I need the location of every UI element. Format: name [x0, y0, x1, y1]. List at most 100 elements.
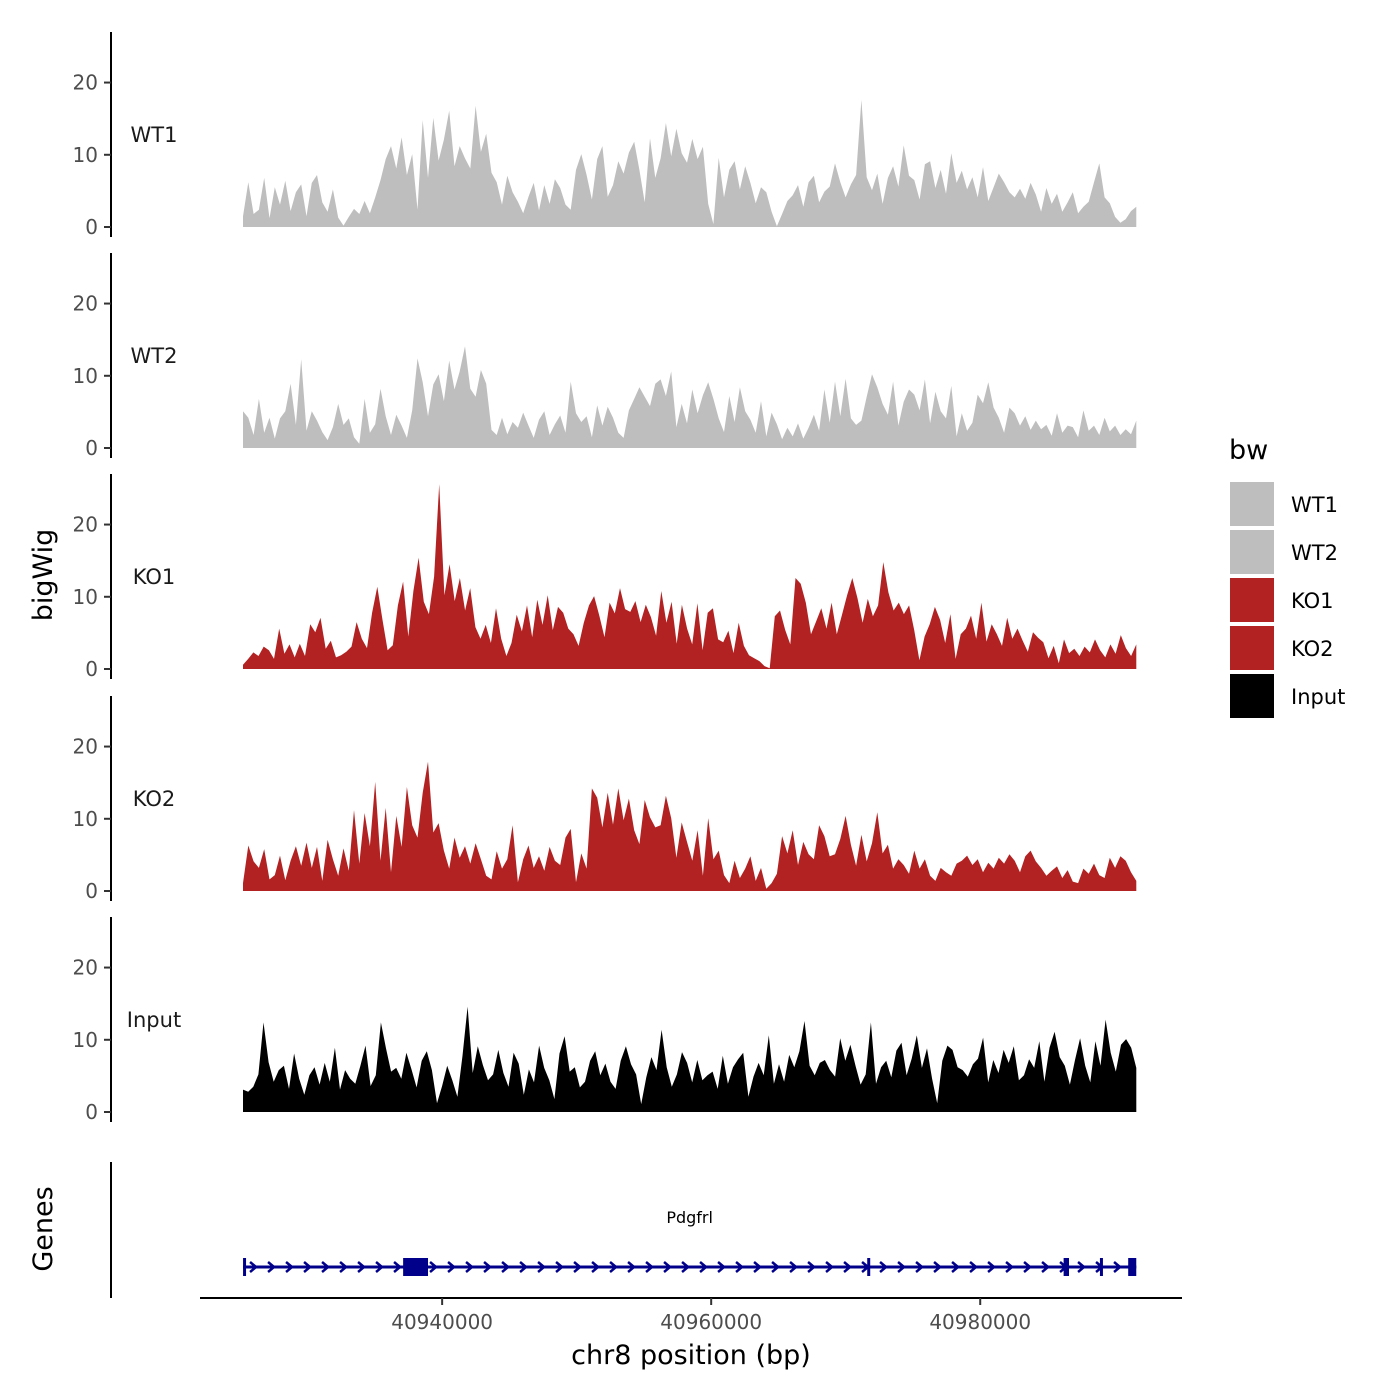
- legend-label-wt1: WT1: [1291, 493, 1338, 517]
- x-axis: 40940000 40960000 40980000 chr8 position (…: [200, 1297, 1182, 1371]
- strand-arrow: [951, 1261, 960, 1273]
- signal-area-input: [243, 1006, 1137, 1112]
- strand-arrow: [555, 1261, 564, 1273]
- strand-arrow: [429, 1261, 438, 1273]
- legend-keys: WT1 WT2 KO1 KO2 Input: [1228, 480, 1345, 720]
- strand-arrow: [375, 1261, 384, 1273]
- gene-name-label: Pdgfrl: [666, 1208, 713, 1227]
- signal-area-ko2: [243, 761, 1137, 891]
- strand-arrow: [267, 1261, 276, 1273]
- x-axis-ticks: 40940000 40960000 40980000: [391, 1298, 1031, 1334]
- gene-exon: [1128, 1258, 1137, 1276]
- legend-swatch-ko1: [1228, 576, 1276, 624]
- strand-arrow: [717, 1261, 726, 1273]
- strand-arrow: [735, 1261, 744, 1273]
- strand-arrow: [933, 1261, 942, 1273]
- strand-arrow: [303, 1261, 312, 1273]
- strand-arrow: [537, 1261, 546, 1273]
- strand-arrow: [519, 1261, 528, 1273]
- strand-arrow: [645, 1261, 654, 1273]
- gene-exon: [403, 1258, 429, 1276]
- strand-arrow: [591, 1261, 600, 1273]
- strand-arrow: [699, 1261, 708, 1273]
- gene-exon: [867, 1258, 871, 1276]
- y-tick-label: 20: [73, 292, 98, 316]
- strand-arrow: [1005, 1261, 1015, 1273]
- strand-arrow: [807, 1261, 816, 1273]
- x-axis-title: chr8 position (bp): [571, 1340, 811, 1371]
- legend-label-input: Input: [1291, 685, 1345, 709]
- strand-arrow: [753, 1261, 762, 1273]
- y-tick-label: 0: [85, 436, 98, 460]
- gene-exon: [1063, 1258, 1070, 1276]
- track-label-ko2: KO2: [133, 787, 176, 811]
- gene-exon: [243, 1258, 247, 1276]
- strand-arrow: [663, 1261, 672, 1273]
- strand-arrow: [501, 1261, 510, 1273]
- strand-arrow: [447, 1261, 456, 1273]
- strand-arrow: [573, 1261, 582, 1273]
- signal-area-wt1: [243, 99, 1137, 227]
- y-tick-label: 0: [85, 879, 98, 903]
- strand-arrow: [339, 1261, 348, 1273]
- strand-arrow: [465, 1261, 474, 1273]
- legend-label-ko2: KO2: [1291, 637, 1334, 661]
- y-tick-label: 0: [85, 657, 98, 681]
- strand-arrow: [843, 1261, 852, 1273]
- legend-label-wt2: WT2: [1291, 541, 1338, 565]
- y-tick-label: 10: [73, 585, 98, 609]
- gene-track: Genes Pdgfrl: [28, 1162, 1137, 1298]
- strand-arrow: [483, 1261, 492, 1273]
- strand-arrow: [987, 1261, 996, 1273]
- strand-arrow: [285, 1261, 294, 1273]
- legend-swatch-wt1: [1228, 480, 1276, 528]
- strand-arrow: [681, 1261, 690, 1273]
- signal-panels: 0 10 20 WT1 0 10 20 WT2 0 10 20 KO1 0 10 20 KO2 0 10 20 Inp…: [73, 32, 1137, 1124]
- strand-arrow: [879, 1261, 888, 1273]
- legend-swatch-input: [1228, 672, 1276, 720]
- y-tick-label: 10: [73, 143, 98, 167]
- strand-arrow: [1113, 1261, 1123, 1273]
- panel-input: 0 10 20 Input: [73, 917, 1137, 1124]
- gene-exon: [1099, 1258, 1103, 1276]
- legend-swatch-wt2: [1228, 528, 1276, 576]
- gene-model: [243, 1258, 1137, 1276]
- x-tick-label: 40940000: [391, 1310, 493, 1334]
- track-label-wt1: WT1: [131, 123, 178, 147]
- y-tick-label: 10: [73, 807, 98, 831]
- x-tick-label: 40960000: [660, 1310, 762, 1334]
- y-tick-label: 20: [73, 735, 98, 759]
- y-tick-label: 0: [85, 1100, 98, 1124]
- panel-wt2: 0 10 20 WT2: [73, 253, 1137, 460]
- panel-wt1: 0 10 20 WT1: [73, 32, 1137, 239]
- y-tick-label: 20: [73, 956, 98, 980]
- strand-arrow: [789, 1261, 798, 1273]
- y-tick-label: 20: [73, 71, 98, 95]
- strand-arrow: [825, 1261, 834, 1273]
- y-axis-title: bigWig: [28, 529, 59, 622]
- legend-label-ko1: KO1: [1291, 589, 1334, 613]
- strand-arrow: [627, 1261, 636, 1273]
- strand-arrow: [321, 1261, 330, 1273]
- strand-arrow: [609, 1261, 618, 1273]
- strand-arrow: [897, 1261, 906, 1273]
- strand-arrow: [1041, 1261, 1051, 1273]
- y-tick-label: 10: [73, 364, 98, 388]
- track-label-input: Input: [127, 1008, 181, 1032]
- strand-arrow: [969, 1261, 978, 1273]
- signal-area-ko1: [243, 484, 1137, 669]
- signal-area-wt2: [243, 346, 1137, 448]
- y-tick-label: 20: [73, 513, 98, 537]
- panel-ko1: 0 10 20 KO1: [73, 474, 1137, 681]
- y-tick-label: 0: [85, 215, 98, 239]
- track-label-wt2: WT2: [131, 344, 178, 368]
- y-tick-label: 10: [73, 1028, 98, 1052]
- legend-title: bw: [1229, 435, 1268, 466]
- strand-arrow: [915, 1261, 924, 1273]
- strand-arrow: [1023, 1261, 1033, 1273]
- track-label-ko1: KO1: [133, 565, 176, 589]
- x-tick-label: 40980000: [929, 1310, 1031, 1334]
- strand-arrow: [249, 1261, 258, 1273]
- legend: bw WT1 WT2 KO1 KO2 Input: [1228, 435, 1345, 720]
